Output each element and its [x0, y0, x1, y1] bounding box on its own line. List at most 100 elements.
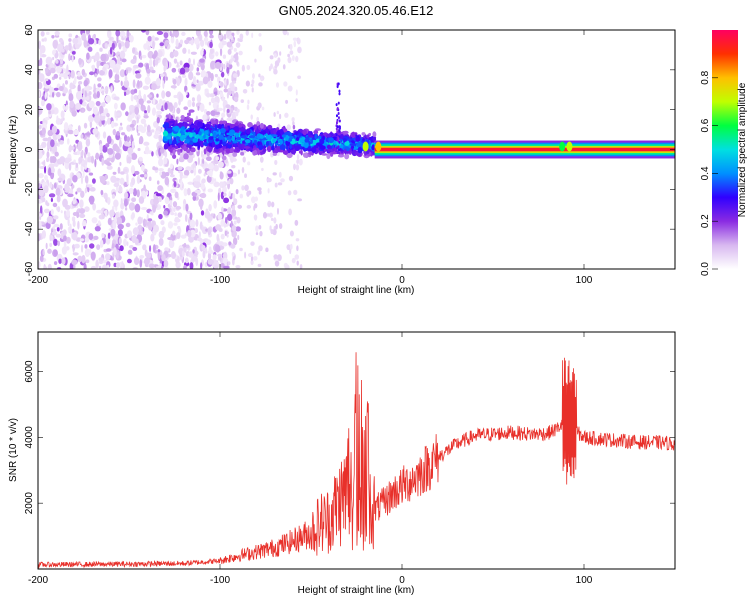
spectrogram-cell-3458: [185, 129, 189, 133]
spectrogram-cell-927: [44, 116, 50, 121]
spectrogram-cell-3342: [291, 143, 295, 150]
spectrogram-cell-3558: [326, 144, 332, 150]
spectrogram-cell-3441: [184, 131, 190, 136]
spectrogram-cell-1263: [132, 79, 136, 89]
spectrogram-cell-1597: [53, 261, 58, 265]
spectrogram-cell-3599: [336, 106, 339, 110]
spectrogram-cell-967: [143, 141, 150, 146]
spectrogram-cell-1794: [207, 227, 212, 236]
spectrogram-cell-1472: [185, 203, 189, 212]
spectrogram-cell-1283: [187, 112, 191, 116]
spectrogram-cell-3446: [355, 137, 361, 142]
spectrogram-cell-1294: [135, 222, 138, 226]
spectrogram-y-tick-label-2: -20: [24, 182, 35, 197]
spectrogram-cell-1107: [223, 88, 229, 93]
spectrogram-cell-3519: [219, 128, 226, 134]
spectrogram-cell-3515: [197, 121, 204, 128]
spectrogram-cell-1331: [164, 41, 169, 47]
spectrogram-cell-1255: [84, 244, 88, 249]
spectrogram-cell-2012: [253, 214, 258, 221]
spectrogram-cell-946: [38, 160, 41, 169]
spectrogram-cell-1795: [57, 168, 62, 177]
spectrogram-cell-211: [119, 161, 122, 166]
spectrogram-cell-1776: [78, 208, 86, 215]
spectrogram-cell-337: [184, 257, 189, 264]
spectrogram-cell-3492: [172, 140, 177, 145]
spectrogram-cell-731: [81, 149, 84, 157]
spectrogram-cell-802: [213, 181, 220, 188]
spectrogram-cell-1357: [163, 210, 169, 216]
spectrogram-cell-1782: [169, 105, 174, 112]
spectrogram-cell-1981: [234, 96, 239, 103]
spectrogram-cell-1017: [225, 159, 228, 164]
spectrogram-cell-3526: [244, 139, 251, 144]
spectrogram-cell-3185: [184, 117, 190, 121]
spectrogram-x-axis-label: Height of straight line (km): [298, 285, 415, 296]
spectrogram-cell-1581: [215, 156, 220, 161]
spectrogram-cell-1333: [75, 102, 82, 110]
spectrogram-cell-39: [149, 245, 152, 253]
spectrogram-cell-441: [170, 85, 177, 89]
spectrogram-cell-670: [117, 166, 121, 174]
spectrogram-cell-1813: [265, 247, 269, 253]
spectrogram-cell-744: [140, 118, 147, 125]
spectrogram-cell-3530: [271, 145, 275, 151]
snr-y-axis-label: SNR (10 * v/v): [8, 418, 19, 482]
spectrogram-cell-1777: [81, 221, 87, 227]
spectrogram-cell-1655: [54, 30, 60, 36]
spectrogram-cell-1822: [298, 158, 303, 166]
spectrogram-cell-3564: [337, 116, 340, 120]
spectrogram-cell-1851: [231, 205, 236, 211]
spectrogram-cell-245: [38, 261, 41, 269]
spectrogram-cell-3589: [338, 119, 341, 123]
spectrogram-cell-265: [179, 39, 184, 45]
spectrogram-cell-561: [62, 234, 67, 242]
spectrogram-cell-631: [183, 106, 189, 111]
spectrogram-cell-3525: [372, 136, 377, 142]
spectrogram-cell-3518: [289, 135, 294, 140]
spectrogram-cell-176: [153, 37, 159, 41]
spectrogram-cell-3379: [331, 151, 338, 155]
spectrogram-cell-1373: [231, 32, 235, 37]
spectrogram-cell-1252: [120, 80, 123, 87]
spectrogram-cell-2030: [254, 196, 259, 202]
spectrogram-cell-681: [137, 147, 141, 152]
spectrogram-cell-2998: [238, 123, 243, 128]
spectrogram-cell-1863: [276, 110, 280, 115]
spectrogram-cell-3304: [180, 148, 183, 152]
spectrogram-cell-1476: [189, 219, 196, 229]
spectrogram-cell-3384: [362, 138, 365, 141]
spectrogram-cell-3248: [361, 132, 366, 136]
spectrogram-cell-1730: [160, 147, 165, 154]
snr-y-tick-label-1: 4000: [24, 426, 35, 449]
spectrogram-cell-1245: [67, 193, 74, 198]
spectrogram-cell-1212: [231, 209, 237, 217]
spectrogram-cell-715: [113, 96, 120, 101]
spectrogram-cell-920: [49, 242, 53, 248]
spectrogram-cell-1634: [131, 140, 135, 150]
spectrogram-cell-1952: [274, 260, 280, 267]
spectrogram-cell-1040: [170, 212, 175, 216]
spectrogram-cell-1609: [51, 125, 58, 134]
spectrogram-cell-495: [164, 176, 170, 186]
spectrogram-cell-1117: [56, 195, 61, 203]
spectrogram-cell-264: [189, 262, 194, 269]
spectrogram-cell-609: [134, 203, 141, 213]
spectrogram-cell-1657: [44, 67, 49, 74]
spectrogram-cell-1544: [151, 83, 157, 91]
spectrogram-cell-1998: [296, 153, 300, 160]
spectrogram-cell-3348: [327, 148, 332, 153]
spectrogram-cell-1864: [247, 161, 251, 166]
spectrogram-cell-556: [186, 210, 192, 215]
spectrogram-cell-2973: [180, 115, 185, 120]
spectrogram-cell-170: [222, 185, 227, 194]
spectrogram-x-ticks: -200 -100 0 100: [28, 30, 593, 286]
spectrogram-cell-1432: [217, 32, 223, 40]
spectrogram-cell-814: [119, 122, 123, 126]
spectrogram-cell-1957: [258, 33, 262, 37]
snr-x-axis-label: Height of straight line (km): [298, 585, 415, 596]
spectrogram-cell-1187: [62, 229, 67, 236]
spectrogram-cell-1636: [93, 235, 99, 241]
spectrogram-cell-1600: [114, 110, 117, 119]
spectrogram-cell-1867: [237, 234, 240, 241]
